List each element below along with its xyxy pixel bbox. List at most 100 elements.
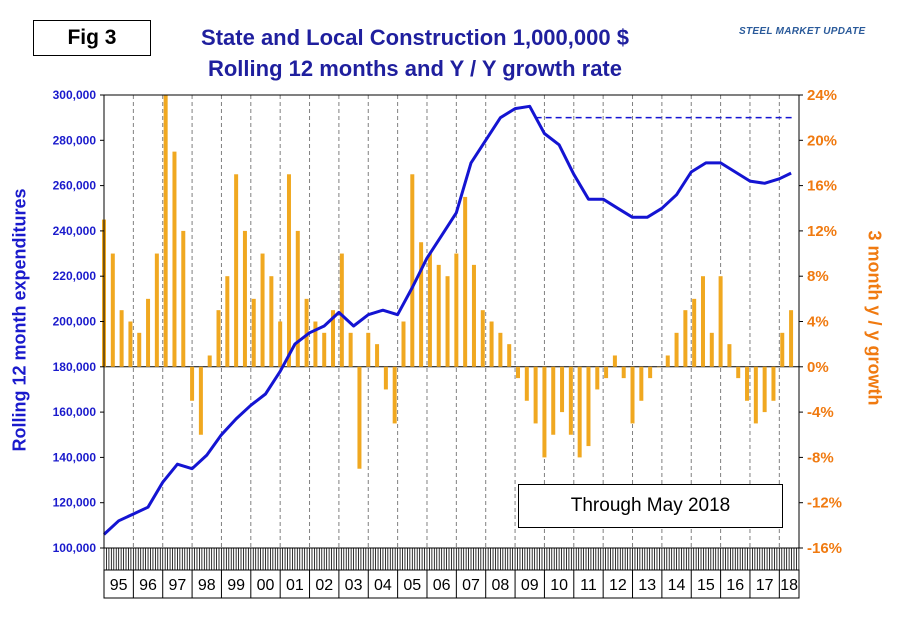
- growth-bar: [313, 321, 318, 367]
- x-tick-label: 10: [550, 577, 568, 594]
- growth-bar: [789, 310, 794, 367]
- growth-bar: [516, 366, 521, 379]
- growth-bar: [242, 230, 247, 367]
- x-tick-label: 96: [139, 577, 157, 594]
- growth-bar: [269, 276, 274, 367]
- growth-bar: [498, 332, 503, 367]
- right-tick-label: -4%: [807, 404, 834, 421]
- growth-bar: [762, 366, 767, 413]
- x-tick-label: 16: [726, 577, 744, 594]
- left-tick-label: 240,000: [53, 224, 97, 238]
- growth-bar: [322, 332, 327, 367]
- growth-bar: [234, 174, 239, 367]
- x-tick-label: 95: [110, 577, 128, 594]
- grid-lines: [104, 95, 799, 548]
- growth-bar: [375, 344, 380, 367]
- left-tick-label: 180,000: [53, 360, 97, 374]
- x-tick-label: 02: [315, 577, 333, 594]
- growth-bar: [216, 310, 221, 367]
- left-tick-label: 300,000: [53, 88, 97, 102]
- x-tick-label: 00: [257, 577, 275, 594]
- growth-bar: [736, 366, 741, 379]
- right-tick-label: 8%: [807, 268, 829, 285]
- figure-label: Fig 3: [33, 20, 151, 56]
- right-tick-label: 12%: [807, 223, 837, 240]
- right-tick-label: 24%: [807, 87, 837, 104]
- growth-bar: [612, 355, 617, 367]
- left-tick-label: 260,000: [53, 179, 97, 193]
- growth-bar: [480, 310, 485, 367]
- growth-bar: [648, 366, 653, 379]
- growth-bar: [630, 366, 635, 424]
- growth-bar: [181, 230, 186, 367]
- growth-bar: [604, 366, 609, 379]
- growth-bar: [190, 366, 195, 401]
- x-tick-label: 14: [668, 577, 686, 594]
- growth-bar: [295, 230, 300, 367]
- left-tick-label: 120,000: [53, 496, 97, 510]
- growth-bar: [454, 253, 459, 367]
- x-tick-label: 15: [697, 577, 715, 594]
- right-tick-label: -12%: [807, 495, 842, 512]
- growth-bar: [427, 253, 432, 367]
- x-tick-label: 12: [609, 577, 627, 594]
- x-tick-label: 11: [580, 577, 597, 594]
- left-tick-label: 140,000: [53, 450, 97, 464]
- growth-bar: [727, 344, 732, 367]
- growth-bar: [339, 253, 344, 367]
- x-tick-label: 13: [638, 577, 656, 594]
- x-tick-label: 97: [169, 577, 187, 594]
- growth-bar: [172, 151, 177, 367]
- growth-bar: [639, 366, 644, 401]
- x-tick-label: 01: [286, 577, 304, 594]
- growth-bar: [568, 366, 573, 435]
- x-tick-label: 99: [227, 577, 245, 594]
- y-axis-right-label: 3 month y / y growth: [864, 230, 885, 406]
- growth-bar: [410, 174, 415, 367]
- x-label-band: [103, 569, 800, 599]
- growth-bar: [683, 310, 688, 367]
- left-tick-label: 200,000: [53, 315, 97, 329]
- growth-bar: [419, 242, 424, 367]
- growth-bar: [260, 253, 265, 367]
- growth-bar: [383, 366, 388, 390]
- axes: [100, 94, 803, 599]
- left-tick-label: 160,000: [53, 405, 97, 419]
- logo: STEEL MARKET UPDATE: [733, 24, 893, 44]
- growth-bar: [348, 332, 353, 367]
- growth-bar: [392, 366, 397, 424]
- growth-bar: [401, 321, 406, 367]
- growth-bar: [577, 366, 582, 458]
- right-tick-label: 20%: [807, 132, 837, 149]
- growth-bar: [110, 253, 115, 367]
- growth-bars: [102, 95, 794, 469]
- expenditure-line-path: [102, 104, 792, 536]
- x-tick-label: 09: [521, 577, 539, 594]
- right-tick-label: -8%: [807, 449, 834, 466]
- growth-bar: [665, 355, 670, 367]
- right-tick-label: 0%: [807, 359, 829, 376]
- growth-bar: [286, 174, 291, 367]
- growth-bar: [542, 366, 547, 458]
- left-tick-label: 280,000: [53, 133, 97, 147]
- growth-bar: [709, 332, 714, 367]
- growth-bar: [225, 276, 230, 367]
- growth-bar: [674, 332, 679, 367]
- growth-bar: [621, 366, 626, 379]
- growth-bar: [207, 355, 212, 367]
- growth-bar: [366, 332, 371, 367]
- x-tick-label: 06: [433, 577, 451, 594]
- left-tick-label: 220,000: [53, 269, 97, 283]
- growth-bar: [304, 298, 309, 367]
- x-tick-label: 03: [345, 577, 363, 594]
- right-tick-label: -16%: [807, 540, 842, 557]
- growth-bar: [137, 332, 142, 367]
- growth-bar: [524, 366, 529, 401]
- growth-bar: [533, 366, 538, 424]
- growth-bar: [357, 366, 362, 469]
- growth-bar: [146, 298, 151, 367]
- growth-bar: [551, 366, 556, 435]
- growth-bar: [128, 321, 133, 367]
- expenditure-line: [102, 104, 792, 536]
